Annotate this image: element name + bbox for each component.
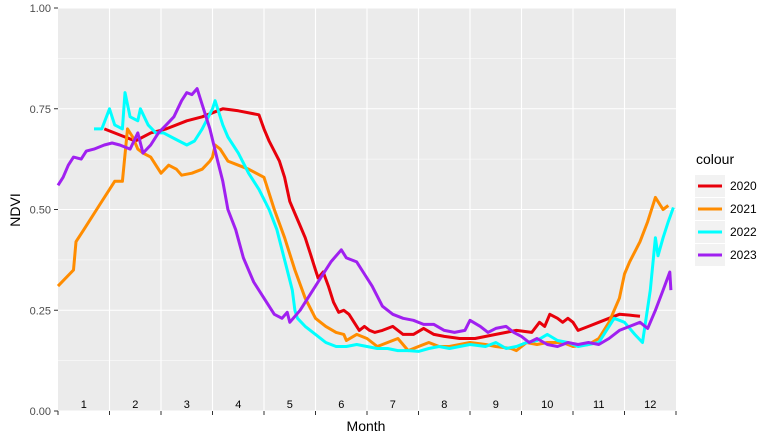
legend-label-2022: 2022: [730, 225, 757, 239]
legend-label-2020: 2020: [730, 179, 757, 193]
month-label: 9: [493, 399, 499, 411]
month-label: 7: [390, 399, 396, 411]
legend: colour 2020 2021 2022 2023: [695, 151, 757, 266]
series-line-2020: [103, 107, 641, 340]
month-labels: 1 2 3 4 5 6 7 8 9 10 11 12: [81, 399, 657, 411]
legend-label-2021: 2021: [730, 202, 757, 216]
y-tick-label: 0.25: [30, 305, 51, 317]
legend-label-2023: 2023: [730, 248, 757, 262]
month-label: 1: [81, 399, 87, 411]
y-tick-label: 1.00: [30, 3, 51, 15]
x-axis-title: Month: [347, 418, 386, 434]
month-label: 11: [593, 399, 604, 411]
x-axis-ticks: [57, 411, 677, 415]
month-label: 3: [184, 399, 190, 411]
y-axis-title: NDVI: [7, 193, 23, 226]
month-label: 2: [132, 399, 138, 411]
month-label: 4: [235, 399, 241, 411]
month-label: 5: [287, 399, 293, 411]
series-lines: [56, 87, 675, 353]
month-label: 6: [338, 399, 344, 411]
y-axis: 0.00 0.25 0.50 0.75 1.00: [30, 3, 58, 418]
month-label: 12: [644, 399, 656, 411]
y-tick-label: 0.75: [30, 104, 51, 116]
y-tick-label: 0.00: [30, 406, 51, 418]
month-label: 10: [541, 399, 553, 411]
y-tick-label: 0.50: [30, 205, 51, 217]
month-label: 8: [441, 399, 447, 411]
series-line-2023: [56, 87, 673, 348]
legend-title: colour: [696, 151, 734, 167]
